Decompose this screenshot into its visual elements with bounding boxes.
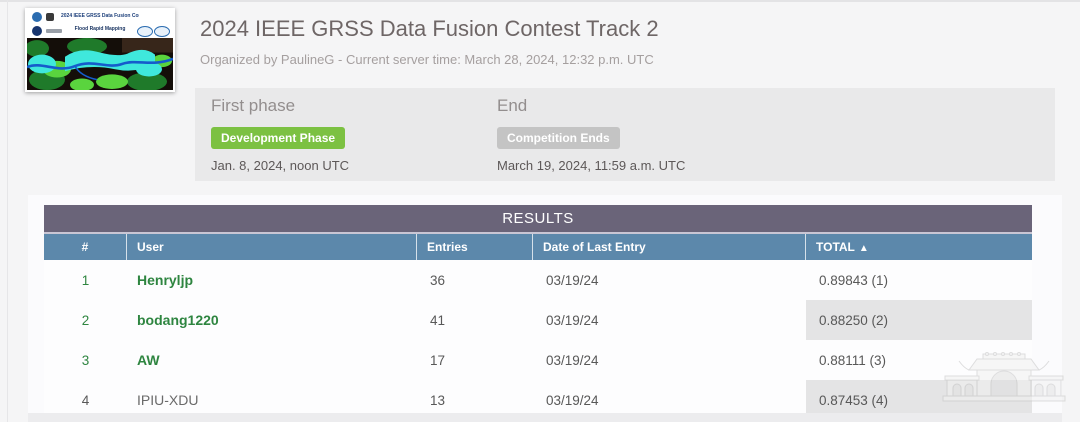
results-table-body: 1 Henryljp 36 03/19/24 0.89843 (1) 2 bodang122… [44,260,1032,420]
user-link[interactable]: Henryljp [137,272,194,288]
date-cell: 03/19/24 [546,312,599,328]
date-cell: 03/19/24 [546,392,599,408]
first-phase-section: First phase Development Phase Jan. 8, 20… [211,96,349,173]
entries-cell: 17 [430,352,446,368]
date-cell: 03/19/24 [546,272,599,288]
nasa-logo-icon [32,26,42,36]
user-link[interactable]: AW [137,352,160,368]
building-watermark [938,346,1070,406]
entries-cell: 36 [430,272,446,288]
banner-title: 2024 IEEE GRSS Data Fusion Contest [61,13,139,19]
sort-ascending-icon: ▲ [858,243,869,254]
column-header-entries[interactable]: Entries [417,234,533,260]
date-cell: 03/19/24 [546,352,599,368]
page-subtitle: Organized by PaulineG - Current server t… [200,52,654,67]
banner-subtitle: Flood Rapid Mapping [74,26,126,32]
development-phase-badge: Development Phase [211,127,346,149]
first-phase-heading: First phase [211,96,296,115]
rank-cell: 2 [81,312,90,328]
table-row: 3 AW 17 03/19/24 0.88111 (3) [44,340,1032,380]
first-phase-date: Jan. 8, 2024, noon UTC [211,158,350,173]
rank-cell: 4 [81,392,90,408]
phases-panel: First phase Development Phase Jan. 8, 20… [195,88,1055,181]
total-cell: 0.88111 (3) [819,352,887,368]
end-phase-heading: End [497,96,528,115]
ieee-logo-icon [154,26,170,37]
competition-ends-badge: Competition Ends [497,127,620,149]
entries-cell: 41 [430,312,446,328]
banner-logo-strip: 2024 IEEE GRSS Data Fusion Contest Flood… [27,10,173,38]
user-cell: Henryljp [127,260,417,300]
sco-logo-icon [32,12,42,22]
copernicus-logo-icon [46,29,62,33]
results-header-row: # User Entries Date of Last Entry TOTAL ▲ [44,234,1032,260]
user-cell: IPIU-XDU [127,380,417,420]
table-row: 1 Henryljp 36 03/19/24 0.89843 (1) [44,260,1032,300]
table-row: 2 bodang1220 41 03/19/24 0.88250 (2) [44,300,1032,340]
rank-cell: 1 [81,272,90,288]
next-row-strip [28,413,1062,422]
results-table: RESULTS # User Entries Date of Last Entr… [44,205,1032,420]
end-phase-section: End Competition Ends March 19, 2024, 11:… [497,96,685,173]
flood-map-image [27,38,173,90]
page-title: 2024 IEEE GRSS Data Fusion Contest Track… [200,16,659,41]
entries-cell: 13 [430,392,446,408]
user-name: IPIU-XDU [137,392,199,408]
rank-cell: 3 [81,352,90,368]
column-header-rank[interactable]: # [44,234,127,260]
results-card: RESULTS # User Entries Date of Last Entr… [28,195,1062,422]
partner-logo-icon [46,13,54,21]
column-header-user[interactable]: User [127,234,417,260]
contest-banner-image: 2024 IEEE GRSS Data Fusion Contest Flood… [25,8,175,92]
top-border [0,0,1080,2]
user-cell: bodang1220 [127,300,417,340]
user-cell: AW [127,340,417,380]
column-header-total[interactable]: TOTAL ▲ [806,234,1032,260]
total-cell: 0.88250 (2) [806,300,1032,340]
results-title-bar: RESULTS [44,205,1032,234]
user-link[interactable]: bodang1220 [137,312,219,328]
column-header-date[interactable]: Date of Last Entry [533,234,806,260]
left-border [7,0,8,422]
end-phase-date: March 19, 2024, 11:59 a.m. UTC [497,158,686,173]
total-label: TOTAL [816,240,855,254]
total-cell: 0.89843 (1) [819,272,889,288]
esa-logo-icon [137,26,153,37]
